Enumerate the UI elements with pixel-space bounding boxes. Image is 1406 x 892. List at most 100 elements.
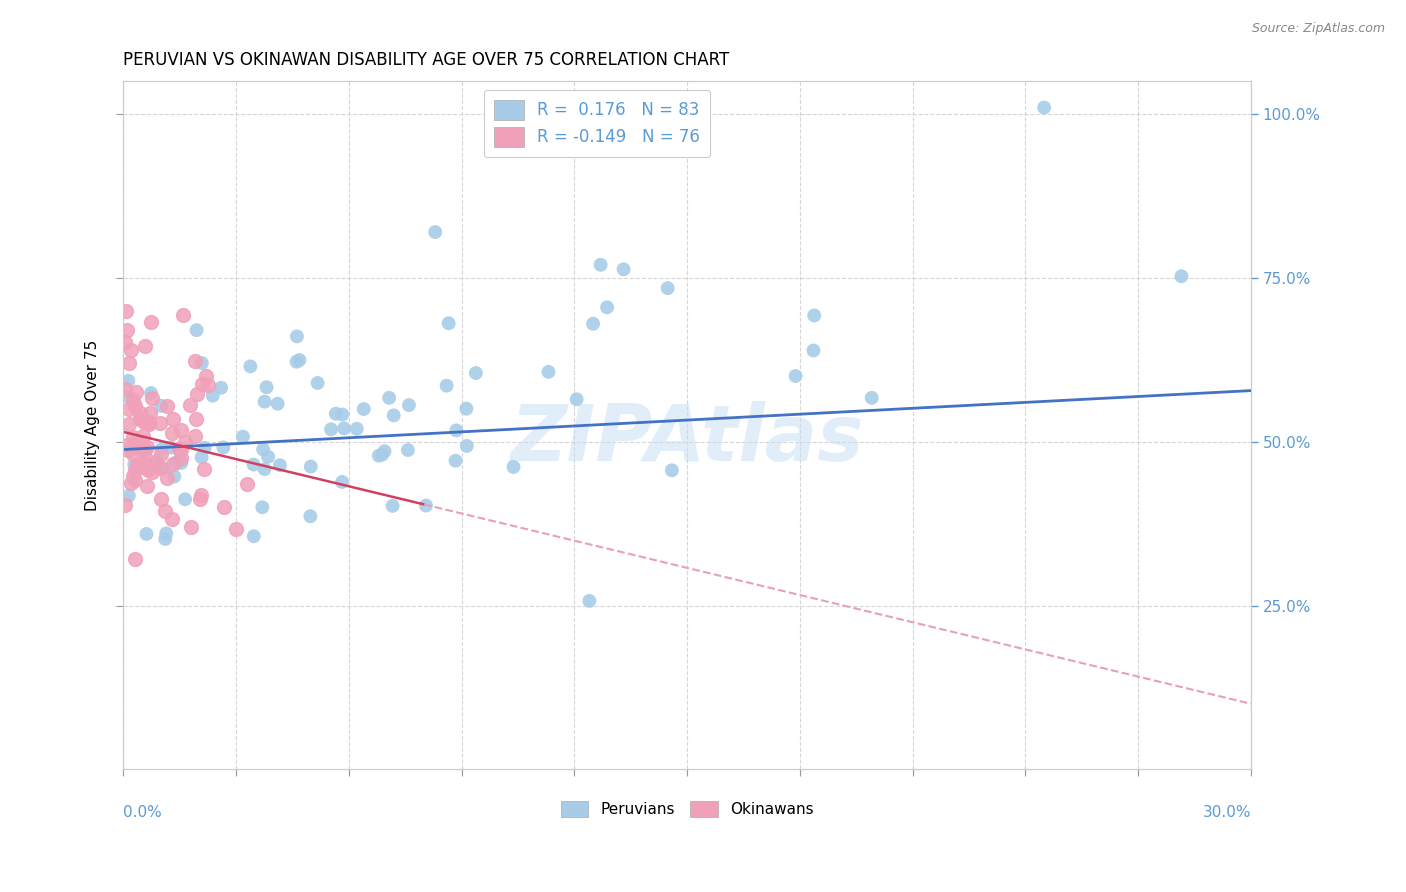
Point: [149, 416, 172, 430]
Point: [269, 458, 291, 472]
Point: [150, 399, 173, 413]
Point: [179, 398, 201, 412]
Point: [125, 385, 148, 400]
Point: [190, 450, 212, 465]
Point: [129, 406, 152, 420]
Point: [165, 455, 187, 469]
Point: [201, 388, 224, 402]
Point: [193, 461, 215, 475]
Point: [367, 449, 389, 463]
Point: [197, 378, 219, 392]
Point: [288, 353, 311, 368]
Point: [186, 323, 208, 337]
Point: [150, 447, 173, 461]
Point: [256, 380, 278, 394]
Point: [378, 391, 401, 405]
Point: [373, 444, 395, 458]
Point: [212, 500, 235, 515]
Point: [565, 392, 588, 407]
Point: [118, 489, 141, 503]
Point: [239, 359, 262, 374]
Point: [180, 520, 202, 534]
Point: [382, 409, 405, 423]
Point: [285, 355, 308, 369]
Point: [184, 411, 207, 425]
Point: [152, 461, 174, 475]
Point: [285, 329, 308, 343]
Point: [803, 309, 825, 323]
Point: [155, 532, 177, 546]
Point: [124, 552, 146, 566]
Point: [135, 527, 157, 541]
Point: [170, 451, 193, 466]
Point: [170, 456, 193, 470]
Point: [114, 382, 136, 396]
Point: [212, 441, 235, 455]
Point: [242, 458, 264, 472]
Point: [117, 442, 139, 457]
Point: [613, 262, 636, 277]
Text: 0.0%: 0.0%: [124, 805, 162, 821]
Point: [139, 386, 162, 401]
Text: PERUVIAN VS OKINAWAN DISABILITY AGE OVER 75 CORRELATION CHART: PERUVIAN VS OKINAWAN DISABILITY AGE OVER…: [124, 51, 730, 69]
Point: [860, 391, 883, 405]
Point: [346, 422, 368, 436]
Point: [118, 417, 141, 431]
Point: [117, 374, 139, 388]
Point: [194, 441, 217, 455]
Point: [134, 415, 156, 429]
Point: [596, 301, 619, 315]
Point: [153, 503, 176, 517]
Point: [299, 459, 322, 474]
Point: [1170, 269, 1192, 284]
Point: [225, 522, 247, 536]
Point: [125, 440, 148, 454]
Point: [253, 462, 276, 476]
Point: [163, 469, 186, 483]
Point: [146, 454, 169, 468]
Point: [785, 369, 807, 384]
Point: [120, 476, 142, 491]
Point: [132, 444, 155, 458]
Point: [134, 450, 156, 464]
Point: [170, 443, 193, 458]
Point: [169, 442, 191, 456]
Point: [307, 376, 329, 390]
Point: [141, 391, 163, 405]
Point: [150, 442, 173, 456]
Point: [436, 378, 458, 392]
Point: [138, 417, 160, 431]
Point: [330, 475, 353, 489]
Point: [803, 343, 825, 358]
Point: [127, 458, 149, 472]
Point: [139, 406, 162, 420]
Point: [129, 441, 152, 455]
Point: [174, 492, 197, 507]
Point: [252, 500, 274, 515]
Point: [122, 430, 145, 444]
Point: [160, 512, 183, 526]
Text: ZIPAtlas: ZIPAtlas: [510, 401, 863, 477]
Point: [125, 434, 148, 448]
Point: [190, 488, 212, 502]
Point: [118, 402, 141, 417]
Point: [122, 468, 145, 483]
Point: [115, 437, 138, 451]
Point: [155, 526, 177, 541]
Point: [578, 594, 600, 608]
Point: [446, 424, 468, 438]
Point: [134, 339, 156, 353]
Point: [456, 401, 478, 416]
Point: [444, 453, 467, 467]
Point: [132, 442, 155, 457]
Point: [188, 491, 211, 506]
Point: [381, 499, 404, 513]
Point: [162, 458, 184, 472]
Point: [657, 281, 679, 295]
Point: [136, 479, 159, 493]
Point: [371, 448, 394, 462]
Point: [141, 465, 163, 479]
Point: [236, 477, 259, 491]
Point: [415, 499, 437, 513]
Legend: Peruvians, Okinawans: Peruvians, Okinawans: [554, 796, 820, 823]
